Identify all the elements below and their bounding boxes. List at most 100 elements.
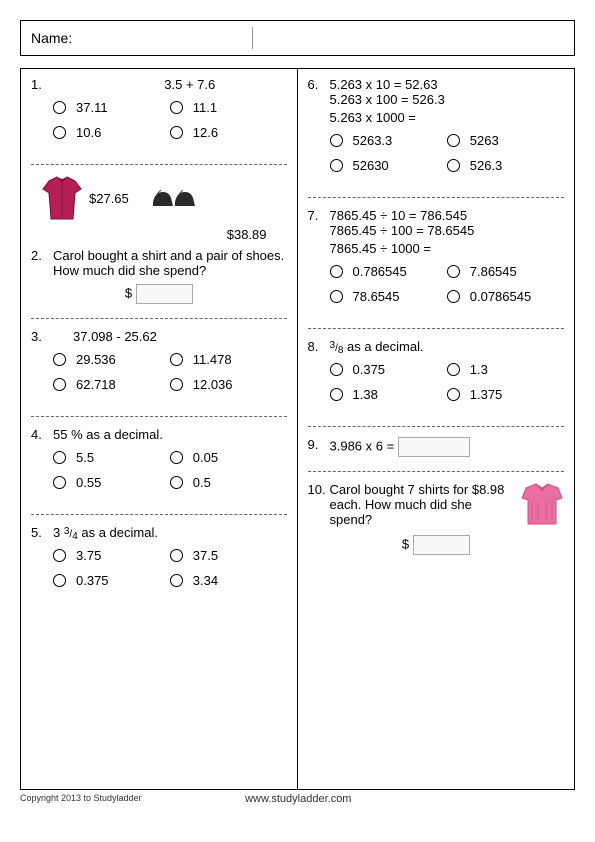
q8-opt-b[interactable]: 1.3 (447, 362, 564, 377)
question-2: $27.65 $38.89 2. Carol bought a shirt an… (31, 175, 287, 312)
question-1: 1. 3.5 + 7.6 37.11 11.1 10.6 12.6 (31, 77, 287, 158)
q5-opt-a[interactable]: 3.75 (53, 548, 170, 563)
q6-opt-c[interactable]: 52630 (330, 158, 447, 173)
radio-icon (330, 134, 343, 147)
q4-opt-d[interactable]: 0.5 (170, 475, 287, 490)
worksheet: 1. 3.5 + 7.6 37.11 11.1 10.6 12.6 $27.65 (20, 68, 575, 790)
radio-icon (447, 134, 460, 147)
q2-prefix: $ (125, 285, 132, 300)
radio-icon (170, 574, 183, 587)
divider (31, 416, 287, 417)
q1-num: 1. (31, 77, 53, 92)
q8-num: 8. (308, 339, 330, 354)
divider (308, 471, 565, 472)
radio-icon (170, 378, 183, 391)
radio-icon (447, 388, 460, 401)
q1-text: 3.5 + 7.6 (53, 77, 287, 92)
radio-icon (330, 290, 343, 303)
q9-answer-input[interactable] (398, 437, 470, 457)
q6-line3: 5.263 x 1000 = (308, 110, 565, 125)
q3-opt-b[interactable]: 11.478 (170, 352, 287, 367)
q6-line1: 5.263 x 10 = 52.63 (330, 77, 565, 92)
divider (31, 318, 287, 319)
shirt-price: $27.65 (89, 191, 129, 206)
q7-opt-b[interactable]: 7.86545 (447, 264, 564, 279)
q10-answer-input[interactable] (413, 535, 470, 555)
q1-opt-d[interactable]: 12.6 (170, 125, 287, 140)
radio-icon (53, 476, 66, 489)
copyright: Copyright 2013 to Studyladder (20, 793, 142, 805)
radio-icon (170, 101, 183, 114)
q4-num: 4. (31, 427, 53, 442)
shirt-icon (41, 175, 83, 221)
question-8: 8. 3/8 as a decimal. 0.375 1.3 1.38 1.37… (308, 339, 565, 420)
question-3: 3. 37.098 - 25.62 29.536 11.478 62.718 1… (31, 329, 287, 410)
q3-text: 37.098 - 25.62 (53, 329, 287, 344)
q6-opt-a[interactable]: 5263.3 (330, 133, 447, 148)
footer: Copyright 2013 to Studyladder www.studyl… (20, 793, 575, 805)
question-6: 6. 5.263 x 10 = 52.63 5.263 x 100 = 526.… (308, 77, 565, 191)
pink-shirt-icon (520, 482, 564, 528)
radio-icon (53, 549, 66, 562)
q6-opt-b[interactable]: 5263 (447, 133, 564, 148)
q5-opt-b[interactable]: 37.5 (170, 548, 287, 563)
radio-icon (447, 265, 460, 278)
q4-opt-a[interactable]: 5.5 (53, 450, 170, 465)
radio-icon (330, 159, 343, 172)
radio-icon (447, 290, 460, 303)
q1-opt-a[interactable]: 37.11 (53, 100, 170, 115)
question-9: 9. 3.986 x 6 = (308, 437, 565, 465)
radio-icon (53, 101, 66, 114)
q8-text: 3/8 as a decimal. (330, 339, 565, 354)
shoes-icon (151, 184, 195, 212)
q4-text: 55 % as a decimal. (53, 427, 287, 442)
radio-icon (170, 549, 183, 562)
q4-opt-b[interactable]: 0.05 (170, 450, 287, 465)
q7-opt-a[interactable]: 0.786545 (330, 264, 447, 279)
radio-icon (330, 265, 343, 278)
q2-num: 2. (31, 248, 53, 278)
radio-icon (330, 388, 343, 401)
radio-icon (53, 451, 66, 464)
q4-opt-c[interactable]: 0.55 (53, 475, 170, 490)
name-input[interactable] (252, 27, 459, 49)
q2-answer-input[interactable] (136, 284, 193, 304)
q8-opt-d[interactable]: 1.375 (447, 387, 564, 402)
divider (31, 164, 287, 165)
radio-icon (53, 126, 66, 139)
divider (308, 426, 565, 427)
left-column: 1. 3.5 + 7.6 37.11 11.1 10.6 12.6 $27.65 (21, 69, 298, 789)
name-label: Name: (31, 30, 72, 46)
radio-icon (170, 126, 183, 139)
q3-opt-d[interactable]: 12.036 (170, 377, 287, 392)
name-box: Name: (20, 20, 575, 56)
radio-icon (53, 574, 66, 587)
divider (308, 328, 565, 329)
q1-opt-b[interactable]: 11.1 (170, 100, 287, 115)
q3-opt-c[interactable]: 62.718 (53, 377, 170, 392)
question-10: 10. Carol bought 7 shirts for $8.98 each… (308, 482, 565, 563)
question-7: 7. 7865.45 ÷ 10 = 786.545 7865.45 ÷ 100 … (308, 208, 565, 322)
radio-icon (53, 353, 66, 366)
q5-text: 3 3/4 as a decimal. (53, 525, 287, 540)
radio-icon (170, 476, 183, 489)
radio-icon (447, 363, 460, 376)
q3-opt-a[interactable]: 29.536 (53, 352, 170, 367)
q5-opt-d[interactable]: 3.34 (170, 573, 287, 588)
radio-icon (447, 159, 460, 172)
q5-opt-c[interactable]: 0.375 (53, 573, 170, 588)
q8-opt-a[interactable]: 0.375 (330, 362, 447, 377)
q10-num: 10. (308, 482, 330, 527)
q7-line1: 7865.45 ÷ 10 = 786.545 (330, 208, 565, 223)
q6-line2: 5.263 x 100 = 526.3 (308, 92, 565, 107)
q7-num: 7. (308, 208, 330, 223)
q9-text: 3.986 x 6 = (330, 437, 565, 457)
q6-opt-d[interactable]: 526.3 (447, 158, 564, 173)
divider (308, 197, 565, 198)
q1-opt-c[interactable]: 10.6 (53, 125, 170, 140)
q5-num: 5. (31, 525, 53, 540)
radio-icon (53, 378, 66, 391)
q7-opt-d[interactable]: 0.0786545 (447, 289, 564, 304)
q8-opt-c[interactable]: 1.38 (330, 387, 447, 402)
q7-opt-c[interactable]: 78.6545 (330, 289, 447, 304)
